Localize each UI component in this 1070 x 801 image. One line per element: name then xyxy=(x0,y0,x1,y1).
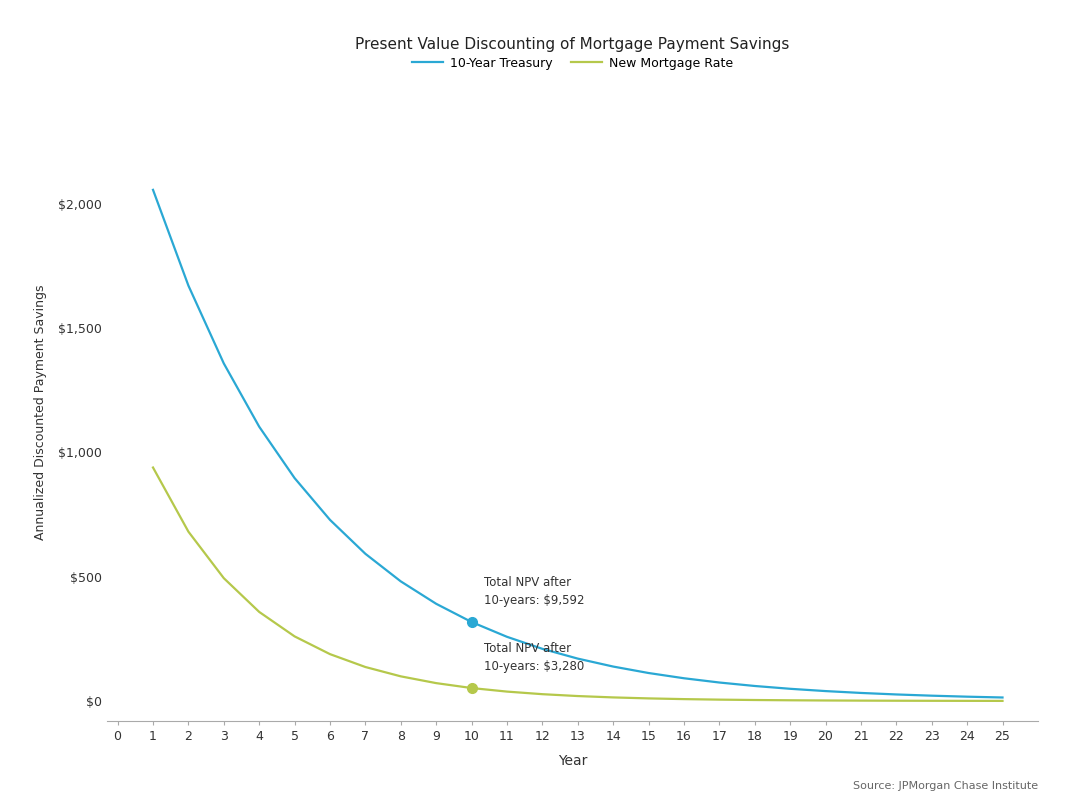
Line: New Mortgage Rate: New Mortgage Rate xyxy=(153,468,1003,701)
10-Year Treasury xyxy=(926,691,938,701)
Text: Total NPV after
10-years: $9,592: Total NPV after 10-years: $9,592 xyxy=(484,576,584,607)
New Mortgage Rate xyxy=(961,696,974,706)
New Mortgage Rate xyxy=(358,662,371,672)
New Mortgage Rate xyxy=(501,686,514,696)
New Mortgage Rate xyxy=(713,694,725,704)
New Mortgage Rate xyxy=(926,696,938,706)
New Mortgage Rate xyxy=(783,695,796,705)
10-Year Treasury xyxy=(642,668,655,678)
New Mortgage Rate xyxy=(323,650,336,659)
10-Year Treasury xyxy=(253,422,265,432)
New Mortgage Rate xyxy=(748,695,761,705)
Line: 10-Year Treasury: 10-Year Treasury xyxy=(153,190,1003,698)
10-Year Treasury xyxy=(323,515,336,525)
10-Year Treasury xyxy=(783,684,796,694)
10-Year Treasury xyxy=(996,693,1009,702)
10-Year Treasury xyxy=(358,549,371,558)
New Mortgage Rate xyxy=(395,671,408,681)
New Mortgage Rate xyxy=(465,683,478,693)
New Mortgage Rate xyxy=(430,678,443,688)
10-Year Treasury xyxy=(713,678,725,687)
New Mortgage Rate xyxy=(288,631,301,641)
10-Year Treasury xyxy=(465,618,478,627)
New Mortgage Rate xyxy=(642,694,655,703)
10-Year Treasury xyxy=(430,599,443,609)
10-Year Treasury xyxy=(395,577,408,586)
New Mortgage Rate xyxy=(855,696,868,706)
10-Year Treasury xyxy=(288,473,301,483)
Text: Total NPV after
10-years: $3,280: Total NPV after 10-years: $3,280 xyxy=(484,642,584,673)
10-Year Treasury xyxy=(147,185,159,195)
New Mortgage Rate xyxy=(536,690,549,699)
New Mortgage Rate xyxy=(147,463,159,473)
New Mortgage Rate xyxy=(820,696,832,706)
New Mortgage Rate xyxy=(571,691,584,701)
New Mortgage Rate xyxy=(996,696,1009,706)
Legend: 10-Year Treasury, New Mortgage Rate: 10-Year Treasury, New Mortgage Rate xyxy=(408,52,737,74)
10-Year Treasury xyxy=(182,281,195,291)
Title: Present Value Discounting of Mortgage Payment Savings: Present Value Discounting of Mortgage Pa… xyxy=(355,37,790,51)
10-Year Treasury xyxy=(961,692,974,702)
10-Year Treasury xyxy=(820,686,832,696)
10-Year Treasury xyxy=(536,644,549,654)
10-Year Treasury xyxy=(571,654,584,663)
New Mortgage Rate xyxy=(607,693,620,702)
Text: Source: JPMorgan Chase Institute: Source: JPMorgan Chase Institute xyxy=(853,782,1038,791)
New Mortgage Rate xyxy=(677,694,690,704)
X-axis label: Year: Year xyxy=(557,754,587,768)
10-Year Treasury xyxy=(217,359,230,368)
New Mortgage Rate xyxy=(253,607,265,617)
10-Year Treasury xyxy=(748,681,761,690)
New Mortgage Rate xyxy=(217,574,230,583)
10-Year Treasury xyxy=(855,688,868,698)
10-Year Treasury xyxy=(607,662,620,671)
10-Year Treasury xyxy=(890,690,903,699)
10-Year Treasury xyxy=(501,632,514,642)
10-Year Treasury xyxy=(677,674,690,683)
New Mortgage Rate xyxy=(182,527,195,537)
New Mortgage Rate xyxy=(890,696,903,706)
Y-axis label: Annualized Discounted Payment Savings: Annualized Discounted Payment Savings xyxy=(34,285,47,540)
